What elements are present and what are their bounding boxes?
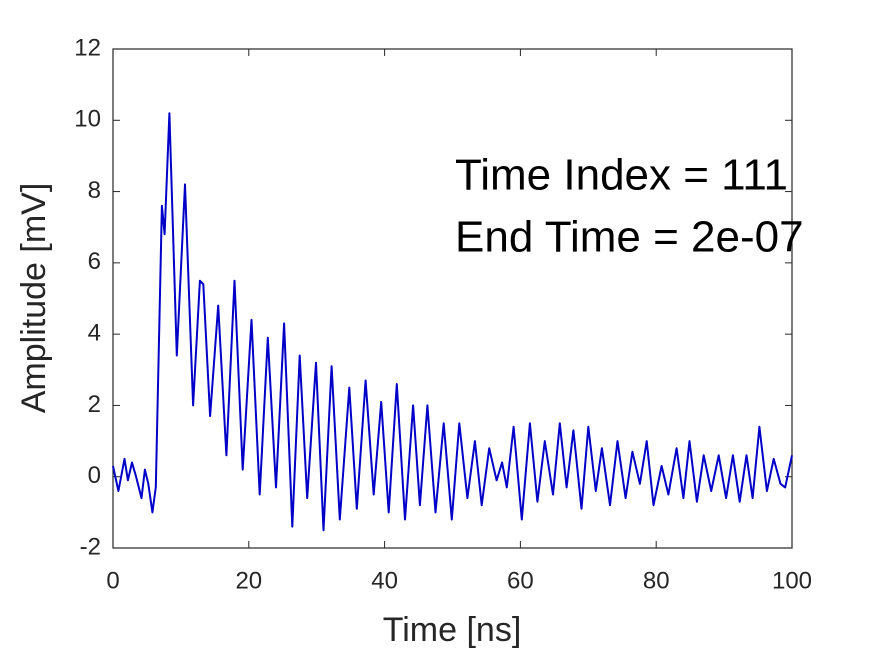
- x-tick-label: 80: [643, 567, 670, 594]
- x-tick-label: 40: [371, 567, 398, 594]
- x-axis-label: Time [ns]: [383, 611, 522, 649]
- x-tick-label: 0: [106, 567, 119, 594]
- y-tick-label: 4: [88, 319, 101, 346]
- annotation: Time Index = 111: [455, 151, 788, 200]
- axes-box: [112, 48, 793, 549]
- annotation: End Time = 2e-07: [455, 213, 804, 262]
- y-tick-label: 0: [88, 462, 101, 489]
- x-tick-label: 20: [235, 567, 262, 594]
- y-tick-label: 2: [88, 391, 101, 418]
- x-tick-label: 60: [507, 567, 534, 594]
- y-tick-label: 10: [74, 106, 101, 133]
- line-series: [112, 112, 793, 532]
- y-axis-label: Amplitude [mV]: [15, 183, 53, 414]
- y-tick-label: 8: [88, 177, 101, 204]
- y-tick-label: 6: [88, 248, 101, 275]
- x-tick-label: 100: [772, 567, 812, 594]
- y-tick-label: 12: [74, 34, 101, 61]
- y-tick-label: -2: [80, 533, 101, 560]
